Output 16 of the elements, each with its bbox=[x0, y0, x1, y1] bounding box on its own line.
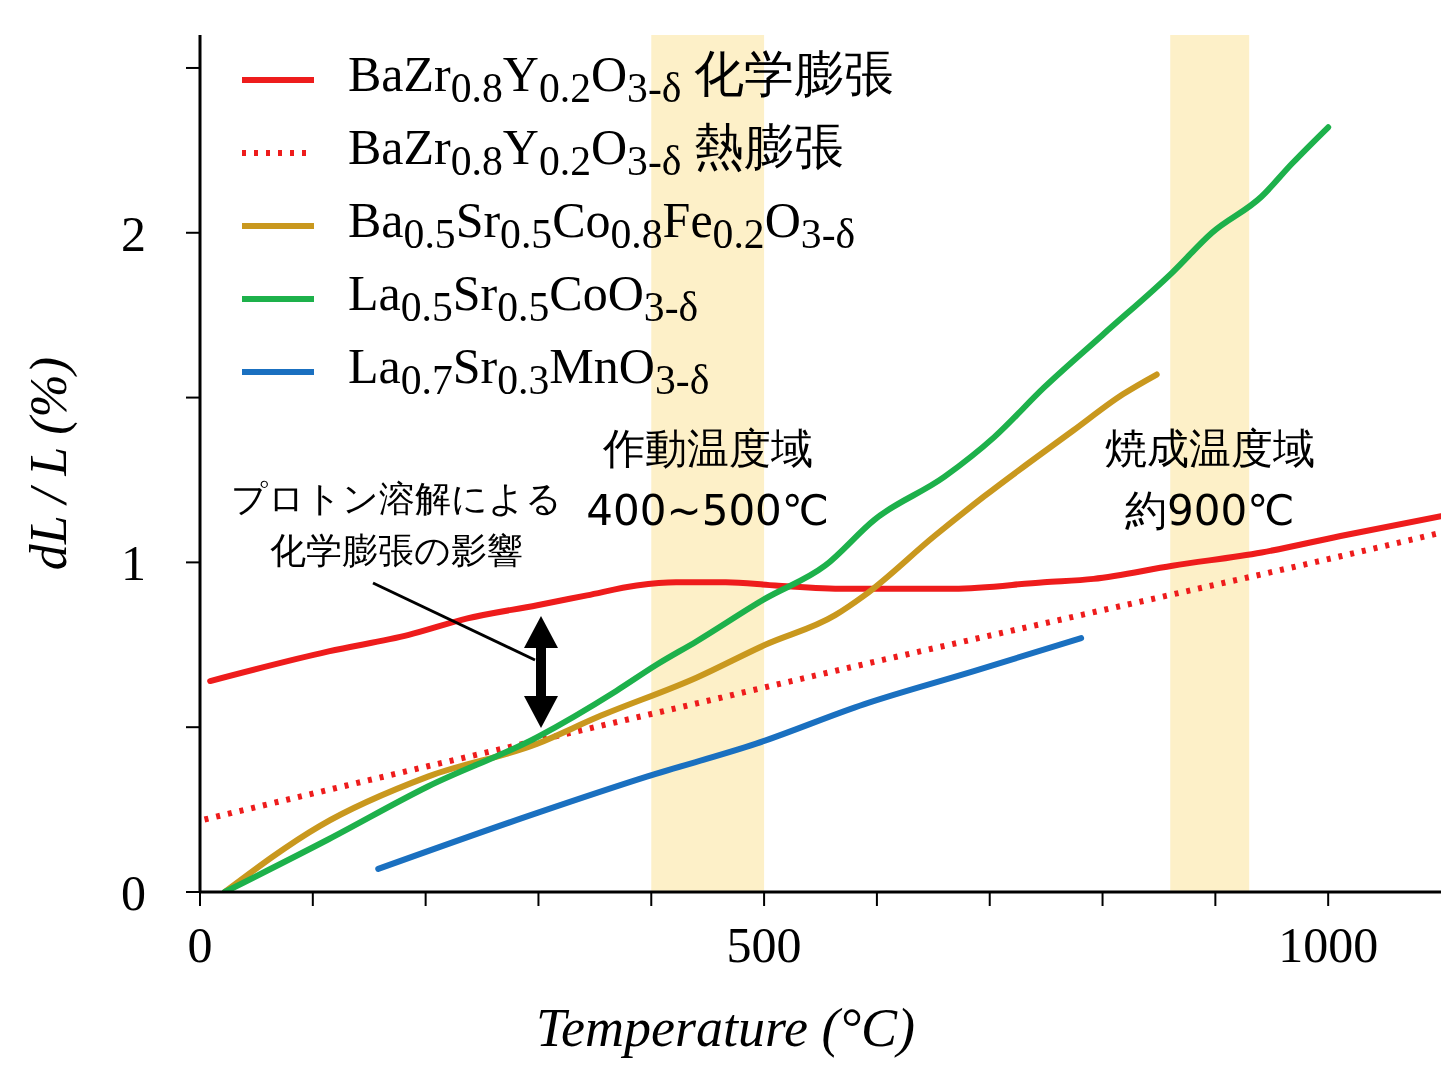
annotation: プロトン溶解による化学膨張の影響 bbox=[229, 477, 563, 573]
legend-label: La$_{0.5}$Sr$_{0.5}$CoO$_{3-δ}$ bbox=[348, 265, 699, 331]
legend-label: BaZr$_{0.8}$Y$_{0.2}$O$_{3-δ}$ 化学膨張 bbox=[348, 46, 894, 112]
y-tick-label: 2 bbox=[121, 205, 146, 262]
x-tick-label: 0 bbox=[187, 916, 213, 973]
x-tick-label: 1000 bbox=[1278, 916, 1379, 973]
band-label: 焼成温度域約900℃ bbox=[1103, 423, 1316, 537]
y-tick-label: 0 bbox=[121, 864, 146, 921]
band-label: 作動温度域400~500℃ bbox=[586, 423, 830, 537]
x-axis-title: Temperature (°C) bbox=[534, 998, 917, 1058]
text: Ba$_{0.5}$Sr$_{0.5}$Co$_{0.8}$Fe$_{0.2}$O$_{3-δ}$ bbox=[348, 192, 856, 258]
y-tick-label: 1 bbox=[121, 535, 146, 592]
y-axis-title: dL / L (%) bbox=[20, 356, 79, 571]
legend-label: BaZr$_{0.8}$Y$_{0.2}$O$_{3-δ}$ 熱膨張 bbox=[348, 119, 844, 185]
x-tick-label: 500 bbox=[726, 916, 802, 973]
legend-label: La$_{0.7}$Sr$_{0.3}$MnO$_{3-δ}$ bbox=[348, 338, 710, 404]
